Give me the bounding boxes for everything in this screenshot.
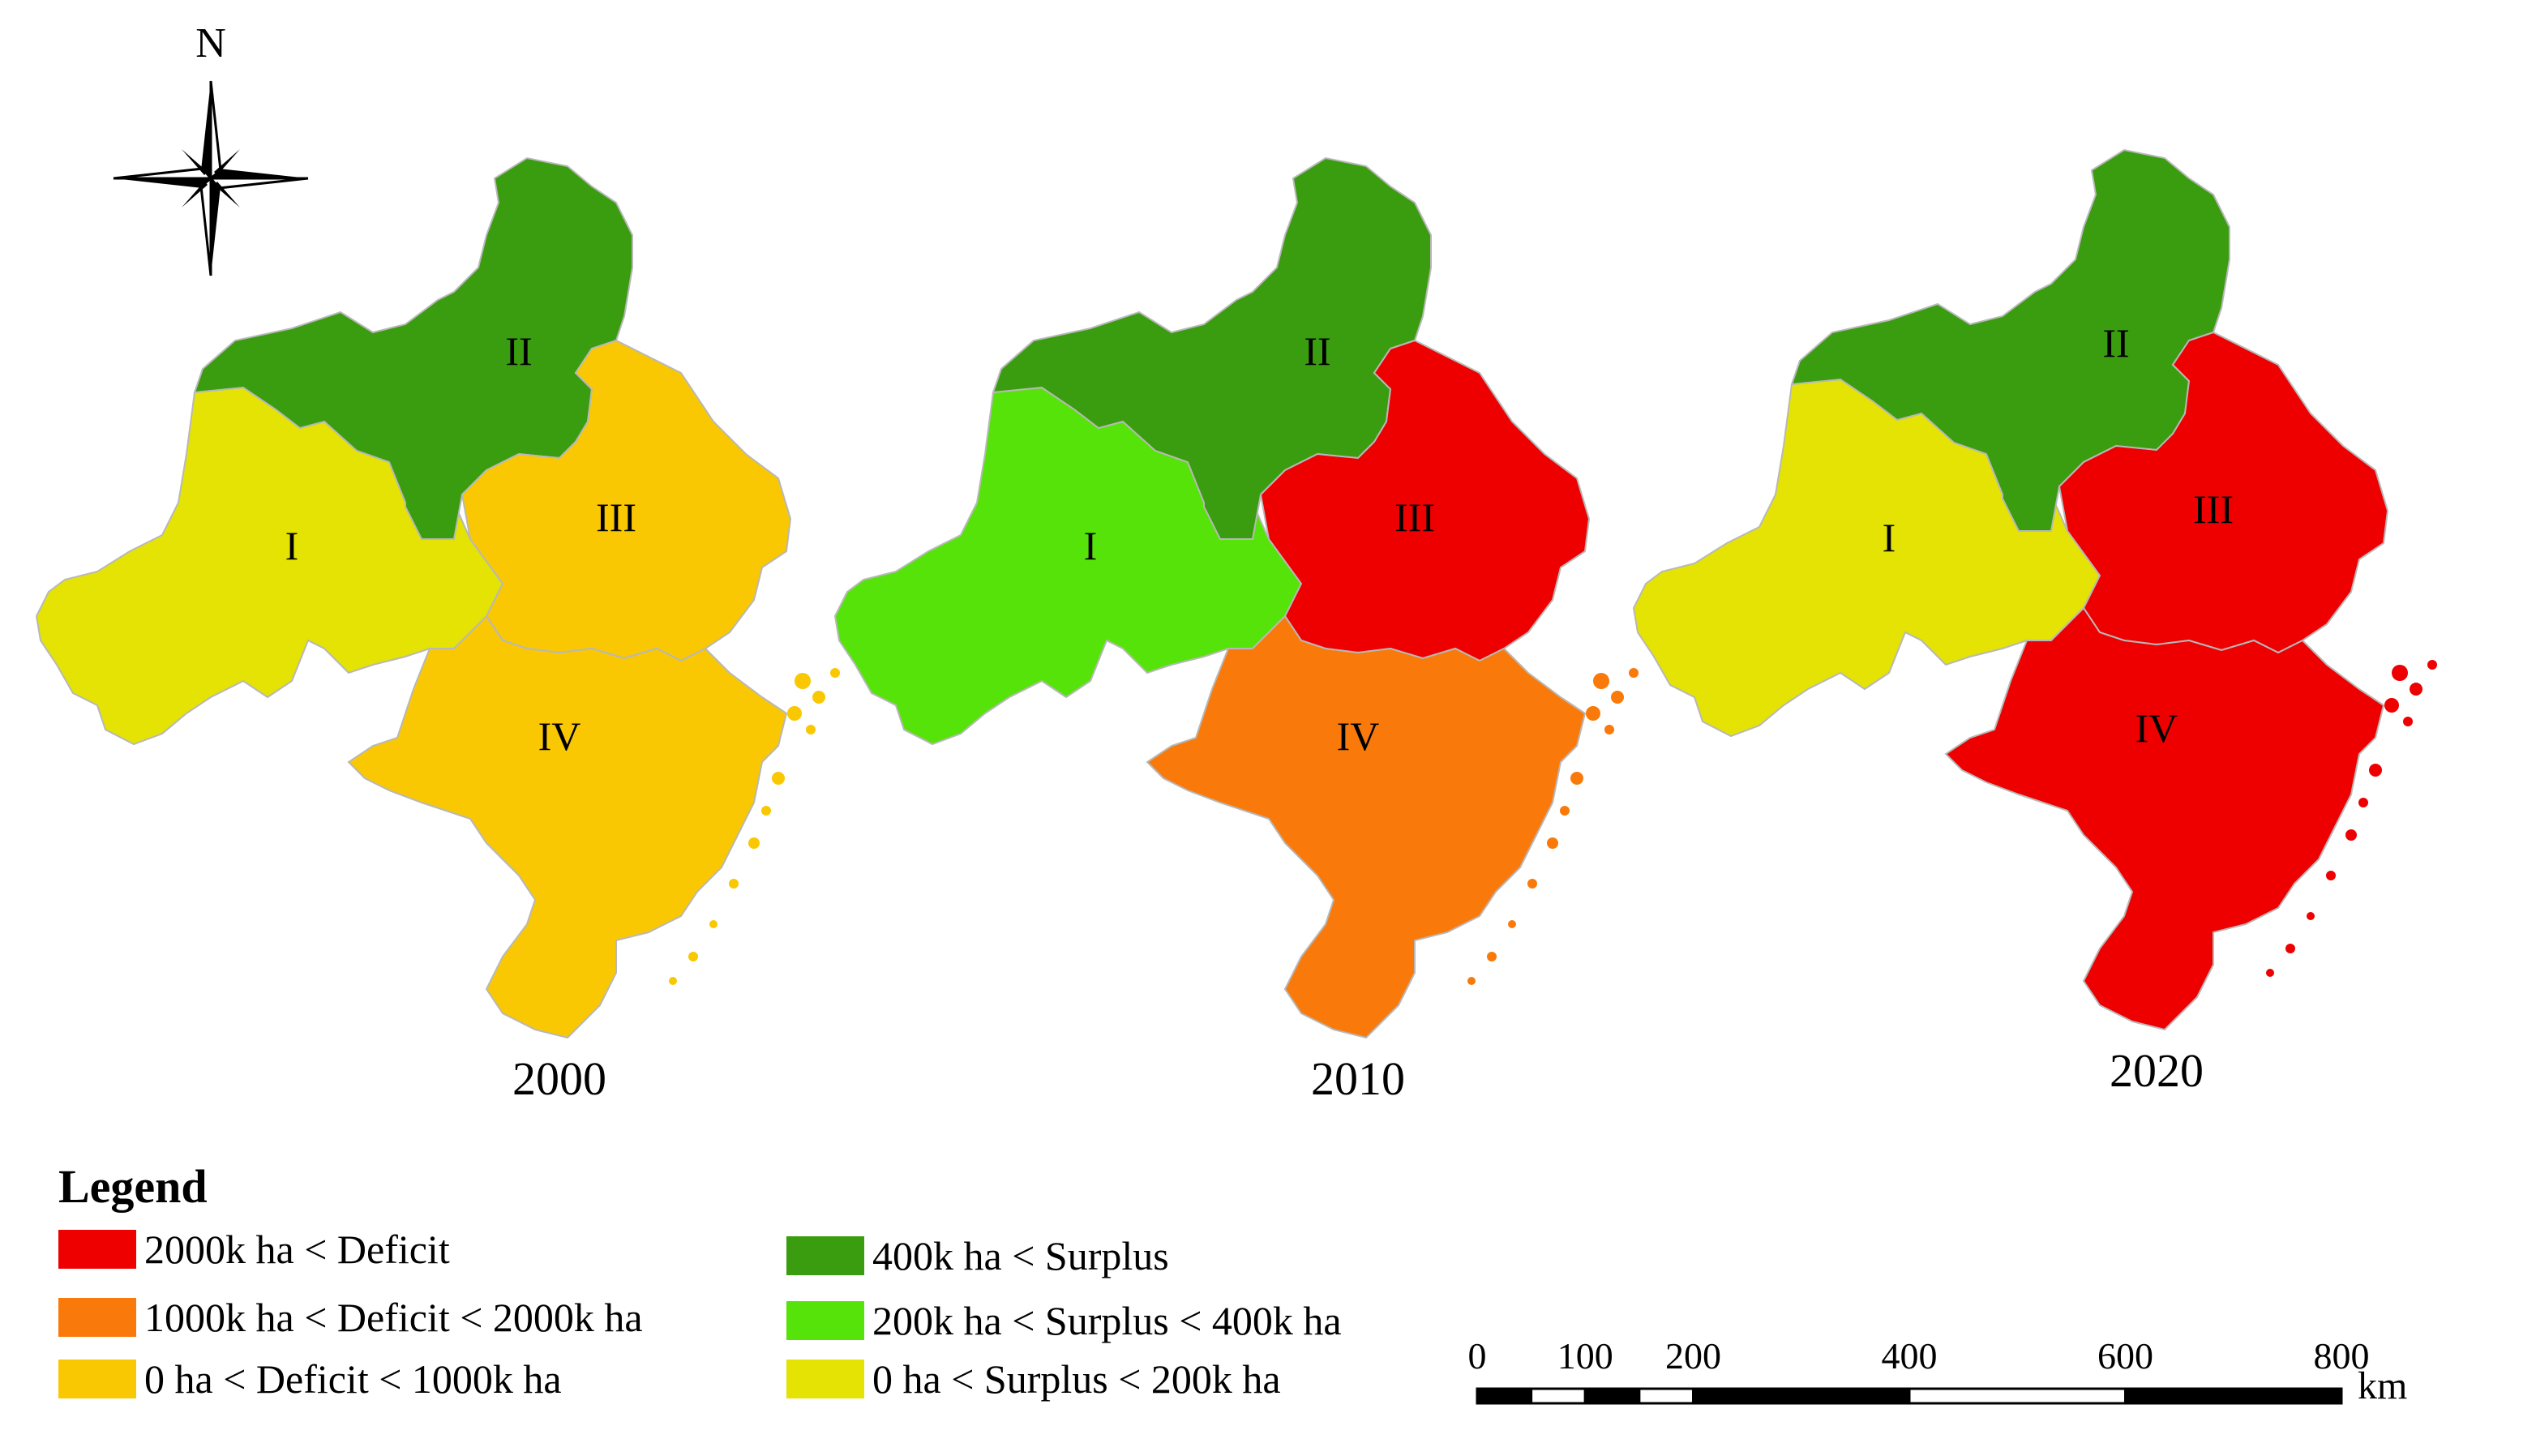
map-2020-region-iv-label: IV xyxy=(2135,705,2178,751)
scale-unit-label: km xyxy=(2358,1364,2407,1407)
legend-item-surplus-400: 400k ha < Surplus xyxy=(786,1232,1169,1279)
map-2020-region-i-label: I xyxy=(1883,515,1896,560)
legend-swatch xyxy=(58,1230,136,1269)
map-2000-region-i-label: I xyxy=(285,523,299,568)
legend-swatch xyxy=(786,1236,864,1275)
scale-tick-label: 800 xyxy=(2314,1335,2370,1377)
map-2000-region-ii-label: II xyxy=(505,328,532,374)
scale-tick-label: 200 xyxy=(1665,1335,1721,1377)
legend-label: 400k ha < Surplus xyxy=(872,1233,1169,1278)
north-label: N xyxy=(195,20,226,66)
map-2010-region-iv-label: IV xyxy=(1337,713,1380,759)
legend-swatch xyxy=(786,1360,864,1398)
legend-label: 2000k ha < Deficit xyxy=(144,1227,450,1272)
legend-label: 1000k ha < Deficit < 2000k ha xyxy=(144,1295,643,1340)
map-2010-region-ii-label: II xyxy=(1304,328,1330,374)
map-2010-region-i-label: I xyxy=(1084,523,1098,568)
scale-segment xyxy=(1692,1387,1911,1405)
legend-item-deficit-2000: 2000k ha < Deficit xyxy=(58,1226,450,1273)
legend-swatch xyxy=(58,1298,136,1337)
legend-item-surplus-200-400: 200k ha < Surplus < 400k ha xyxy=(786,1297,1342,1344)
map-2020-region-iv xyxy=(1945,607,2384,1030)
map-2010-region-iv xyxy=(1146,615,1586,1038)
map-year-label: 2000 xyxy=(512,1052,606,1105)
scale-tick-label: 400 xyxy=(1882,1335,1938,1377)
scale-bar: 0 100 200 400 600 800 km xyxy=(1468,1335,2408,1407)
legend-label: 0 ha < Deficit < 1000k ha xyxy=(144,1356,562,1402)
legend-item-surplus-0-200: 0 ha < Surplus < 200k ha xyxy=(786,1355,1281,1402)
scale-segment xyxy=(1908,1387,2127,1405)
legend-item-deficit-0-1000: 0 ha < Deficit < 1000k ha xyxy=(58,1355,562,1402)
map-2020-region-iii-label: III xyxy=(2193,486,2234,532)
scale-segment xyxy=(1638,1387,1694,1405)
scale-segment xyxy=(2124,1387,2343,1405)
map-2010-region-iii-label: III xyxy=(1394,495,1435,540)
scale-tick-label: 0 xyxy=(1468,1335,1487,1377)
scale-tick-label: 100 xyxy=(1557,1335,1613,1377)
north-arrow-icon: N xyxy=(113,20,309,276)
scale-tick-label: 600 xyxy=(2097,1335,2153,1377)
legend-label: 200k ha < Surplus < 400k ha xyxy=(872,1298,1342,1343)
scale-segment xyxy=(1530,1387,1587,1405)
map-year-label: 2010 xyxy=(1311,1052,1405,1105)
legend-item-deficit-1000-2000: 1000k ha < Deficit < 2000k ha xyxy=(58,1294,643,1341)
map-year-label: 2020 xyxy=(2110,1044,2204,1097)
legend-swatch xyxy=(58,1360,136,1398)
map-2000-region-iv xyxy=(348,615,787,1038)
map-2020-region-ii-label: II xyxy=(2102,320,2129,366)
map-2000-region-iv-label: IV xyxy=(538,713,581,759)
legend-title: Legend xyxy=(58,1160,208,1213)
map-2000-region-iii-label: III xyxy=(596,495,636,540)
legend-swatch xyxy=(786,1301,864,1340)
legend-label: 0 ha < Surplus < 200k ha xyxy=(872,1356,1281,1402)
scale-segment xyxy=(1476,1387,1533,1405)
scale-segment xyxy=(1583,1387,1641,1405)
